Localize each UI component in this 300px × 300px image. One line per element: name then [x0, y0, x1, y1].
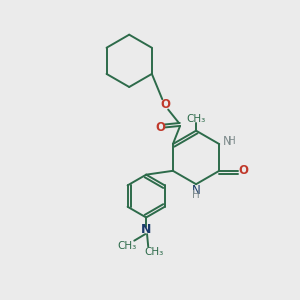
Text: CH₃: CH₃	[118, 241, 137, 251]
Text: O: O	[161, 98, 171, 111]
Text: N: N	[223, 135, 232, 148]
Text: H: H	[228, 136, 236, 146]
Text: H: H	[192, 190, 200, 200]
Text: CH₃: CH₃	[144, 247, 163, 257]
Text: N: N	[141, 223, 151, 236]
Text: N: N	[192, 184, 200, 197]
Text: CH₃: CH₃	[186, 114, 206, 124]
Text: O: O	[238, 164, 248, 177]
Text: O: O	[156, 121, 166, 134]
